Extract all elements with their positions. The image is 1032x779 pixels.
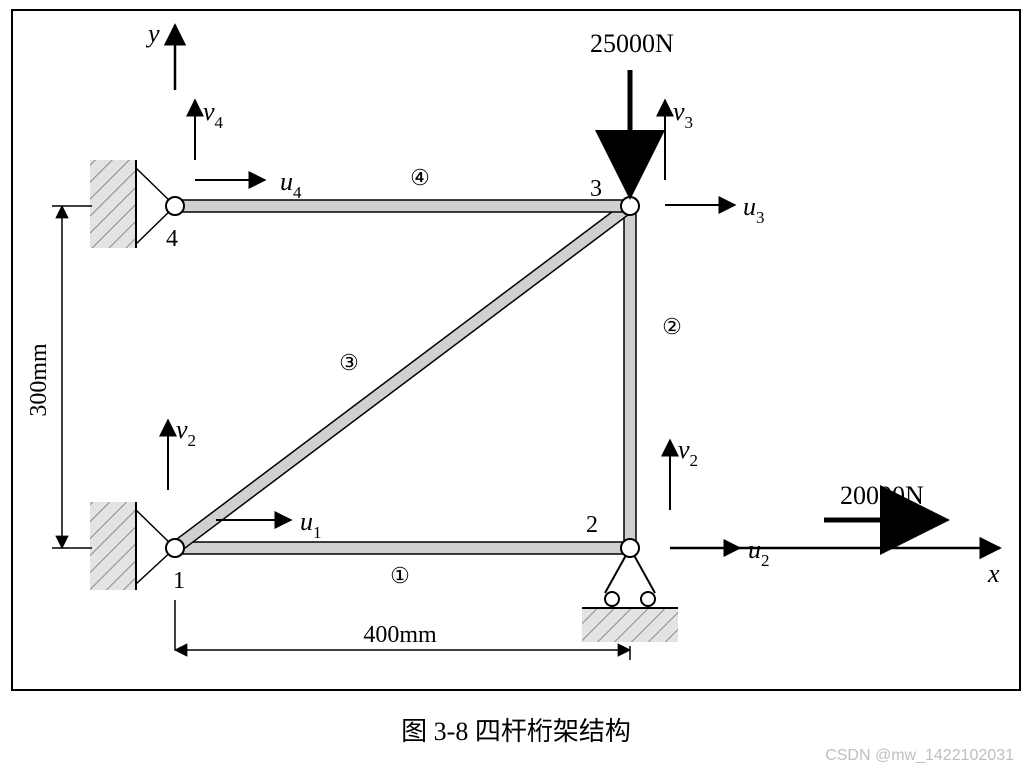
- node-3-label: 3: [590, 176, 602, 202]
- axis-y: y: [145, 19, 160, 48]
- svg-text:u4: u4: [280, 167, 302, 202]
- v3: v: [673, 97, 685, 126]
- load-top-value: 25000N: [590, 29, 674, 58]
- u4: u: [280, 167, 293, 196]
- dof-node1: u1 v2: [168, 415, 322, 542]
- support-fixed-4: [90, 160, 175, 248]
- load-right-value: 20000N: [840, 481, 924, 510]
- u2: u: [748, 535, 761, 564]
- dim-300mm: 300mm: [26, 206, 92, 548]
- load-25000N: 25000N: [590, 29, 674, 190]
- member-4-label: ④: [410, 165, 430, 190]
- u1: u: [300, 507, 313, 536]
- diagram-border: [12, 10, 1020, 690]
- svg-text:u1: u1: [300, 507, 322, 542]
- dof-node4: u4 v4: [195, 97, 302, 202]
- node-4-label: 4: [166, 226, 178, 252]
- member-1-label: ①: [390, 563, 410, 588]
- node-1-label: 1: [173, 568, 185, 594]
- member-3-label: ③: [339, 350, 359, 375]
- v2-left: v: [176, 415, 188, 444]
- dim-height: 300mm: [26, 343, 52, 417]
- support-roller-2: [582, 548, 678, 642]
- dim-400mm: 400mm: [175, 600, 630, 660]
- v2-right: v: [678, 435, 690, 464]
- u3: u: [743, 192, 756, 221]
- dof-node3: u3 v3: [665, 97, 765, 227]
- svg-text:u3: u3: [743, 192, 765, 227]
- v4: v: [203, 97, 215, 126]
- truss-diagram: ① ② ③ ④ 1 2 3 4 y x u4 v4 u3 v3: [0, 0, 1032, 779]
- member-2-label: ②: [662, 314, 682, 339]
- support-fixed-1: [90, 502, 175, 590]
- node-2-label: 2: [586, 512, 598, 538]
- svg-text:u2: u2: [748, 535, 770, 570]
- truss-members: [171, 200, 636, 554]
- load-20000N: 20000N: [824, 481, 940, 520]
- svg-text:v3: v3: [673, 97, 693, 132]
- dof-node2: u2 v2: [670, 435, 770, 570]
- svg-text:v4: v4: [203, 97, 224, 132]
- axis-x: x: [987, 559, 1000, 588]
- figure-caption: 图 3-8 四杆桁架结构: [401, 717, 631, 746]
- svg-text:v2: v2: [678, 435, 698, 470]
- dim-width: 400mm: [363, 622, 437, 648]
- svg-text:v2: v2: [176, 415, 196, 450]
- watermark: CSDN @mw_1422102031: [825, 747, 1014, 765]
